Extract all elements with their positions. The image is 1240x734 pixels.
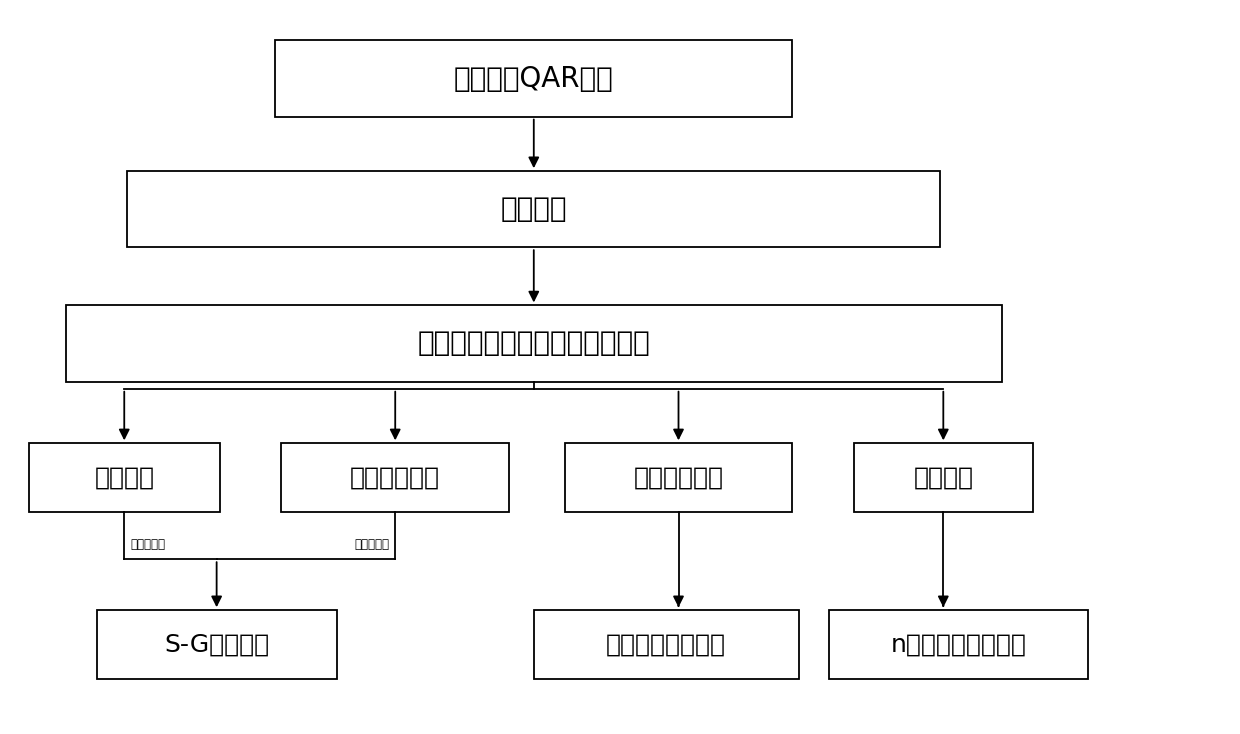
FancyBboxPatch shape xyxy=(128,171,940,247)
Text: 区分并提取不同飞行阶段的数据: 区分并提取不同飞行阶段的数据 xyxy=(418,330,650,357)
FancyBboxPatch shape xyxy=(97,610,337,679)
Text: 地面阶段: 地面阶段 xyxy=(94,465,154,490)
Text: 三次多项式: 三次多项式 xyxy=(355,537,389,550)
FancyBboxPatch shape xyxy=(66,305,1002,382)
FancyBboxPatch shape xyxy=(830,610,1087,679)
FancyBboxPatch shape xyxy=(854,443,1033,512)
FancyBboxPatch shape xyxy=(564,443,792,512)
Text: 二次多项式: 二次多项式 xyxy=(130,537,165,550)
Text: 数据清洗: 数据清洗 xyxy=(501,195,567,223)
Text: S-G滤波算法: S-G滤波算法 xyxy=(164,633,269,657)
Text: 转弯区间: 转弯区间 xyxy=(914,465,973,490)
Text: n阶贝塞尔曲线插值: n阶贝塞尔曲线插值 xyxy=(890,633,1027,657)
FancyBboxPatch shape xyxy=(275,40,792,117)
Text: 第二飞行阶段: 第二飞行阶段 xyxy=(634,465,723,490)
Text: 第一飞行阶段: 第一飞行阶段 xyxy=(350,465,440,490)
Text: 提取所需QAR参数: 提取所需QAR参数 xyxy=(454,65,614,92)
FancyBboxPatch shape xyxy=(533,610,799,679)
FancyBboxPatch shape xyxy=(29,443,219,512)
FancyBboxPatch shape xyxy=(281,443,510,512)
Text: 移动平均平滑算法: 移动平均平滑算法 xyxy=(606,633,727,657)
